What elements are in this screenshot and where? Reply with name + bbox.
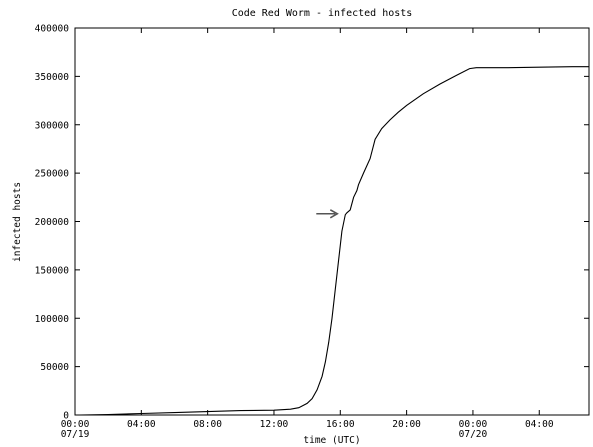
- y-axis: 0 50000 100000 150000 200000 250000 300000 3500…: [35, 24, 589, 422]
- x-axis-label: time (UTC): [303, 435, 360, 446]
- x-tick-label: 00:00: [459, 419, 488, 430]
- y-tick-label: 0: [63, 411, 69, 422]
- y-tick-label: 250000: [35, 169, 70, 180]
- x-tick-label: 00:00: [61, 419, 90, 430]
- y-tick-label: 300000: [35, 120, 70, 131]
- x-tick-label: 04:00: [127, 419, 156, 430]
- y-axis-label: infected hosts: [12, 182, 23, 262]
- y-tick-label: 200000: [35, 217, 70, 228]
- annotations: [316, 209, 339, 219]
- x-tick-label: 08:00: [193, 419, 222, 430]
- y-tick-label: 150000: [35, 265, 70, 276]
- y-tick-label: 50000: [40, 362, 69, 373]
- x-tick-label: 16:00: [326, 419, 355, 430]
- x-tick-label: 04:00: [525, 419, 554, 430]
- plot-frame: [74, 27, 590, 416]
- y-tick-label: 400000: [35, 24, 70, 35]
- y-tick-label: 100000: [35, 314, 70, 325]
- x-tick-date-label: 07/19: [61, 429, 90, 440]
- series-line-infected-hosts: [79, 66, 589, 416]
- chart-title: Code Red Worm - infected hosts: [232, 8, 413, 19]
- y-tick-label: 350000: [35, 72, 70, 83]
- x-tick-date-label: 07/20: [459, 429, 488, 440]
- x-tick-label: 12:00: [260, 419, 289, 430]
- x-tick-label: 20:00: [392, 419, 421, 430]
- annotation-arrow-head: [329, 209, 339, 219]
